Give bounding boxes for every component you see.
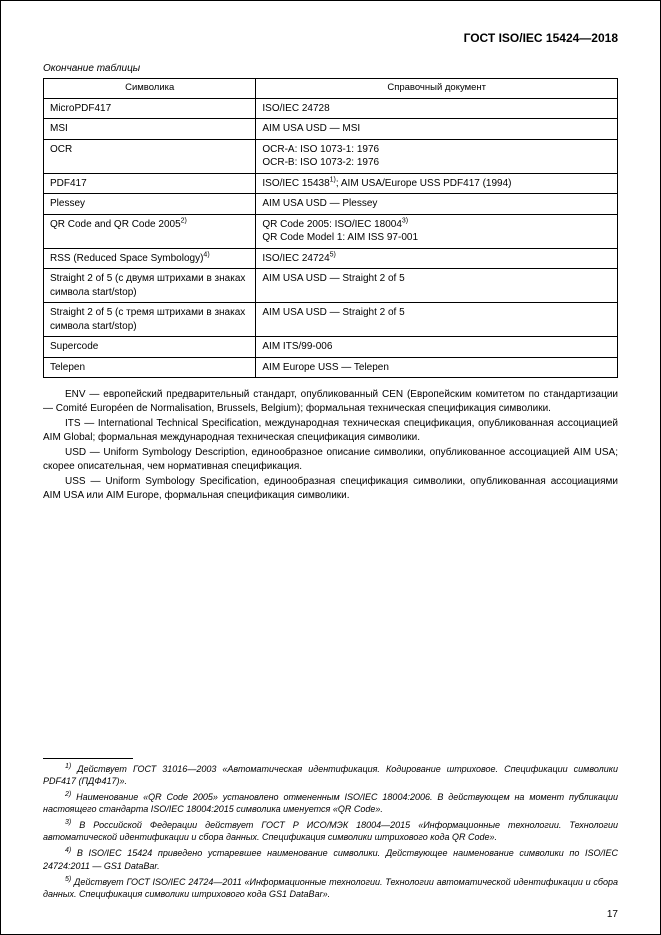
table-cell: AIM USA USD — MSI: [256, 119, 618, 140]
table-row: PDF417ISO/IEC 154381); AIM USA/Europe US…: [44, 173, 618, 194]
table-row: SupercodeAIM ITS/99-006: [44, 337, 618, 358]
table-cell: QR Code and QR Code 20052): [44, 214, 256, 248]
body-paragraph: USS — Uniform Symbology Specification, е…: [43, 475, 618, 502]
table-row: MicroPDF417ISO/IEC 24728: [44, 98, 618, 119]
table-header-cell: Символика: [44, 79, 256, 99]
table-cell: AIM ITS/99-006: [256, 337, 618, 358]
table-cell: ISO/IEC 247245): [256, 248, 618, 269]
table-cell: MicroPDF417: [44, 98, 256, 119]
table-cell: AIM USA USD — Straight 2 of 5: [256, 303, 618, 337]
footnote: 2) Наименование «QR Code 2005» установле…: [43, 791, 618, 815]
table-cell: AIM USA USD — Straight 2 of 5: [256, 269, 618, 303]
table-cell: Telepen: [44, 357, 256, 378]
page-number: 17: [607, 909, 618, 920]
table-cell: OCR: [44, 139, 256, 173]
table-cell: RSS (Reduced Space Symbology)4): [44, 248, 256, 269]
symbology-table: Символика Справочный документ MicroPDF41…: [43, 78, 618, 378]
table-row: Straight 2 of 5 (с двумя штрихами в знак…: [44, 269, 618, 303]
table-row: RSS (Reduced Space Symbology)4)ISO/IEC 2…: [44, 248, 618, 269]
footnotes: 1) Действует ГОСТ 31016—2003 «Автоматиче…: [43, 758, 618, 904]
table-row: OCROCR-A: ISO 1073-1: 1976OCR-B: ISO 107…: [44, 139, 618, 173]
body-paragraph: ENV — европейский предварительный станда…: [43, 388, 618, 415]
table-cell: Straight 2 of 5 (с тремя штрихами в знак…: [44, 303, 256, 337]
table-cell: Supercode: [44, 337, 256, 358]
table-cell: AIM Europe USS — Telepen: [256, 357, 618, 378]
table-cell: Plessey: [44, 194, 256, 215]
body-paragraph: ITS — International Technical Specificat…: [43, 417, 618, 444]
table-row: QR Code and QR Code 20052)QR Code 2005: …: [44, 214, 618, 248]
footnote: 1) Действует ГОСТ 31016—2003 «Автоматиче…: [43, 763, 618, 787]
table-row: PlesseyAIM USA USD — Plessey: [44, 194, 618, 215]
table-cell: AIM USA USD — Plessey: [256, 194, 618, 215]
table-cell: MSI: [44, 119, 256, 140]
body-text: ENV — европейский предварительный станда…: [43, 388, 618, 502]
body-paragraph: USD — Uniform Symbology Description, еди…: [43, 446, 618, 473]
table-cell: ISO/IEC 24728: [256, 98, 618, 119]
table-cell: PDF417: [44, 173, 256, 194]
footnote: 5) Действует ГОСТ ISO/IEC 24724—2011 «Ин…: [43, 876, 618, 900]
table-header-cell: Справочный документ: [256, 79, 618, 99]
footnote: 4) В ISO/IEC 15424 приведено устаревшее …: [43, 847, 618, 871]
table-row: MSIAIM USA USD — MSI: [44, 119, 618, 140]
document-header: ГОСТ ISO/IEC 15424—2018: [43, 31, 618, 45]
page: ГОСТ ISO/IEC 15424—2018 Окончание таблиц…: [0, 0, 661, 935]
table-row: Straight 2 of 5 (с тремя штрихами в знак…: [44, 303, 618, 337]
table-cell: Straight 2 of 5 (с двумя штрихами в знак…: [44, 269, 256, 303]
table-cell: ISO/IEC 154381); AIM USA/Europe USS PDF4…: [256, 173, 618, 194]
table-row: TelepenAIM Europe USS — Telepen: [44, 357, 618, 378]
footnote-rule: [43, 758, 133, 759]
table-header-row: Символика Справочный документ: [44, 79, 618, 99]
table-caption: Окончание таблицы: [43, 63, 618, 74]
footnote: 3) В Российской Федерации действует ГОСТ…: [43, 819, 618, 843]
table-cell: QR Code 2005: ISO/IEC 180043)QR Code Mod…: [256, 214, 618, 248]
table-cell: OCR-A: ISO 1073-1: 1976OCR-B: ISO 1073-2…: [256, 139, 618, 173]
